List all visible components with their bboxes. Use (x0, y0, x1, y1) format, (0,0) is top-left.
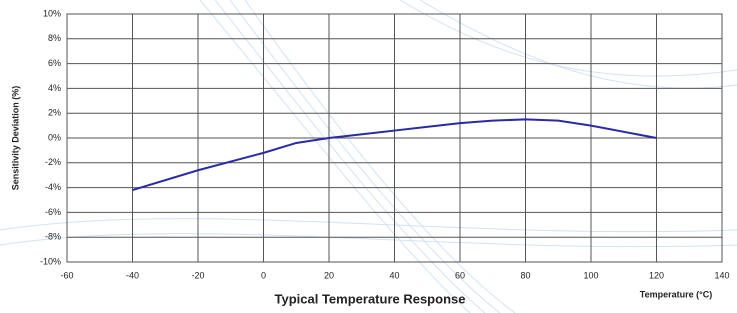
y-tick-label: -6% (45, 207, 61, 217)
y-tick-label: -4% (45, 182, 61, 192)
chart: Typical Temperature Response Temperature… (0, 0, 737, 313)
x-tick-label: 100 (583, 270, 598, 280)
y-tick-label: 2% (48, 108, 61, 118)
y-tick-label: 10% (43, 8, 61, 18)
x-tick-label: -20 (191, 270, 204, 280)
y-tick-label: 0% (48, 132, 61, 142)
x-axis-label: Temperature (°C) (640, 289, 712, 299)
y-tick-label: 8% (48, 33, 61, 43)
y-tick-label: -2% (45, 157, 61, 167)
x-tick-label: 120 (649, 270, 664, 280)
page: Typical Temperature Response Temperature… (0, 0, 737, 313)
chart-title: Typical Temperature Response (275, 291, 466, 306)
background-swoosh (0, 0, 737, 313)
x-tick-label: -60 (60, 270, 73, 280)
y-axis-label: Sensitivity Deviation (%) (10, 86, 20, 191)
x-tick-label: 140 (714, 270, 729, 280)
y-tick-label: 6% (48, 58, 61, 68)
x-tick-label: -40 (126, 270, 139, 280)
x-tick-label: 80 (520, 270, 530, 280)
y-tick-label: 4% (48, 83, 61, 93)
x-tick-label: 60 (455, 270, 465, 280)
y-tick-label: -10% (40, 256, 61, 266)
x-tick-label: 0 (261, 270, 266, 280)
y-tick-label: -8% (45, 232, 61, 242)
x-tick-label: 40 (389, 270, 399, 280)
x-tick-label: 20 (324, 270, 334, 280)
